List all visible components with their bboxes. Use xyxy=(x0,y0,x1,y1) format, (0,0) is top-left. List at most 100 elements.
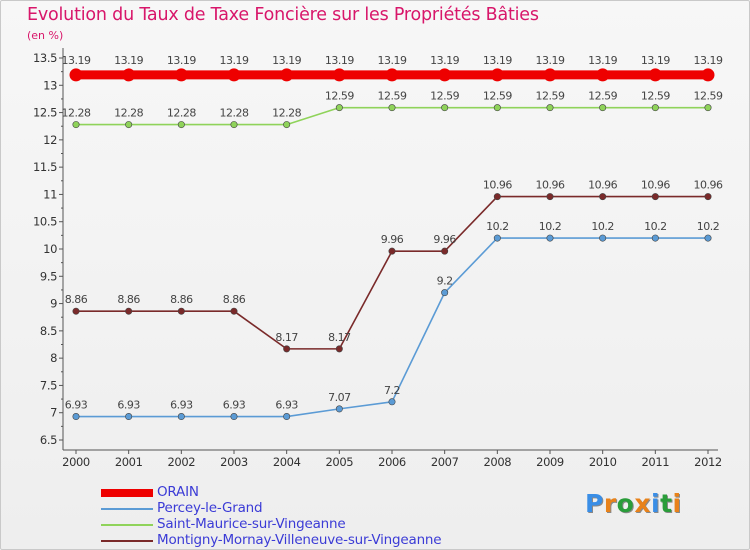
x-tick-label: 2008 xyxy=(483,455,511,469)
data-point xyxy=(72,307,80,315)
data-point xyxy=(335,345,343,353)
data-label: 6.93 xyxy=(170,399,193,412)
data-point xyxy=(441,289,449,297)
data-label: 12.59 xyxy=(536,90,565,103)
y-tick-label: 12 xyxy=(43,133,57,147)
legend-swatch xyxy=(101,524,153,526)
y-tick-label: 12.5 xyxy=(33,106,57,120)
data-point xyxy=(599,104,607,112)
data-label: 13.19 xyxy=(588,54,617,67)
y-tick-label: 13 xyxy=(43,78,57,92)
x-tick-label: 2010 xyxy=(589,455,617,469)
y-tick-label: 9 xyxy=(50,297,57,311)
data-label: 12.59 xyxy=(325,90,354,103)
data-point xyxy=(385,68,399,82)
chart-title: Evolution du Taux de Taxe Foncière sur l… xyxy=(27,5,539,25)
data-point xyxy=(493,234,501,242)
data-point xyxy=(335,405,343,413)
data-point xyxy=(283,121,291,129)
data-point xyxy=(174,68,188,82)
data-point xyxy=(125,307,133,315)
data-label: 10.96 xyxy=(694,179,723,192)
y-tick-label: 6.5 xyxy=(40,433,57,447)
data-point xyxy=(493,193,501,201)
data-label: 12.59 xyxy=(641,90,670,103)
data-point xyxy=(599,193,607,201)
data-point xyxy=(546,193,554,201)
data-point xyxy=(72,121,80,129)
data-point xyxy=(177,121,185,129)
data-point xyxy=(230,307,238,315)
data-label: 13.19 xyxy=(694,54,723,67)
x-tick-label: 2004 xyxy=(273,455,301,469)
data-point xyxy=(122,68,136,82)
data-point xyxy=(177,413,185,421)
data-label: 10.2 xyxy=(539,220,562,233)
data-label: 8.86 xyxy=(170,293,193,306)
legend-swatch xyxy=(101,489,153,497)
data-label: 10.96 xyxy=(536,179,565,192)
data-label: 8.17 xyxy=(328,331,351,344)
data-label: 12.28 xyxy=(114,107,143,120)
y-tick-label: 8 xyxy=(50,351,57,365)
x-tick-label: 2001 xyxy=(115,455,143,469)
data-label: 9.96 xyxy=(381,233,404,246)
data-label: 12.59 xyxy=(483,90,512,103)
legend-label: Percey-le-Grand xyxy=(157,500,263,516)
y-tick-label: 7.5 xyxy=(40,378,57,392)
data-label: 13.19 xyxy=(430,54,459,67)
data-point xyxy=(230,413,238,421)
data-label: 13.19 xyxy=(641,54,670,67)
data-label: 12.59 xyxy=(430,90,459,103)
data-label: 10.2 xyxy=(486,220,509,233)
data-label: 10.96 xyxy=(483,179,512,192)
data-point xyxy=(441,104,449,112)
data-point xyxy=(546,104,554,112)
data-point xyxy=(651,104,659,112)
y-tick-label: 13.5 xyxy=(33,51,57,65)
data-label: 8.86 xyxy=(223,293,246,306)
legend-label: ORAIN xyxy=(157,484,199,500)
data-label: 8.86 xyxy=(65,293,88,306)
data-point xyxy=(227,68,241,82)
data-label: 13.19 xyxy=(62,54,91,67)
data-point xyxy=(388,247,396,255)
x-tick-label: 2000 xyxy=(62,455,90,469)
y-tick-label: 10 xyxy=(43,242,57,256)
data-label: 13.19 xyxy=(220,54,249,67)
data-label: 9.96 xyxy=(433,233,456,246)
data-point xyxy=(177,307,185,315)
data-point xyxy=(596,68,610,82)
data-label: 10.2 xyxy=(591,220,614,233)
data-point xyxy=(493,104,501,112)
data-point xyxy=(543,68,557,82)
data-point xyxy=(283,345,291,353)
x-tick-label: 2007 xyxy=(431,455,459,469)
data-point xyxy=(704,234,712,242)
chart-unit-label: (en %) xyxy=(27,29,64,42)
data-point xyxy=(283,413,291,421)
data-point xyxy=(125,413,133,421)
data-label: 13.19 xyxy=(483,54,512,67)
data-point xyxy=(335,104,343,112)
data-label: 12.28 xyxy=(62,107,91,120)
data-point xyxy=(69,68,83,82)
data-label: 8.17 xyxy=(275,331,298,344)
data-label: 6.93 xyxy=(223,399,246,412)
data-point xyxy=(701,68,715,82)
y-tick-label: 11 xyxy=(43,187,57,201)
y-tick-label: 7 xyxy=(50,406,57,420)
data-point xyxy=(230,121,238,129)
data-point xyxy=(332,68,346,82)
data-label: 7.2 xyxy=(384,384,400,397)
legend-swatch xyxy=(101,508,153,510)
data-label: 12.59 xyxy=(378,90,407,103)
data-point xyxy=(441,247,449,255)
data-label: 12.28 xyxy=(220,107,249,120)
data-label: 10.96 xyxy=(641,179,670,192)
data-label: 13.19 xyxy=(325,54,354,67)
data-label: 13.19 xyxy=(378,54,407,67)
legend-label: Montigny-Mornay-Villeneuve-sur-Vingeanne xyxy=(157,532,442,548)
data-label: 10.2 xyxy=(697,220,720,233)
